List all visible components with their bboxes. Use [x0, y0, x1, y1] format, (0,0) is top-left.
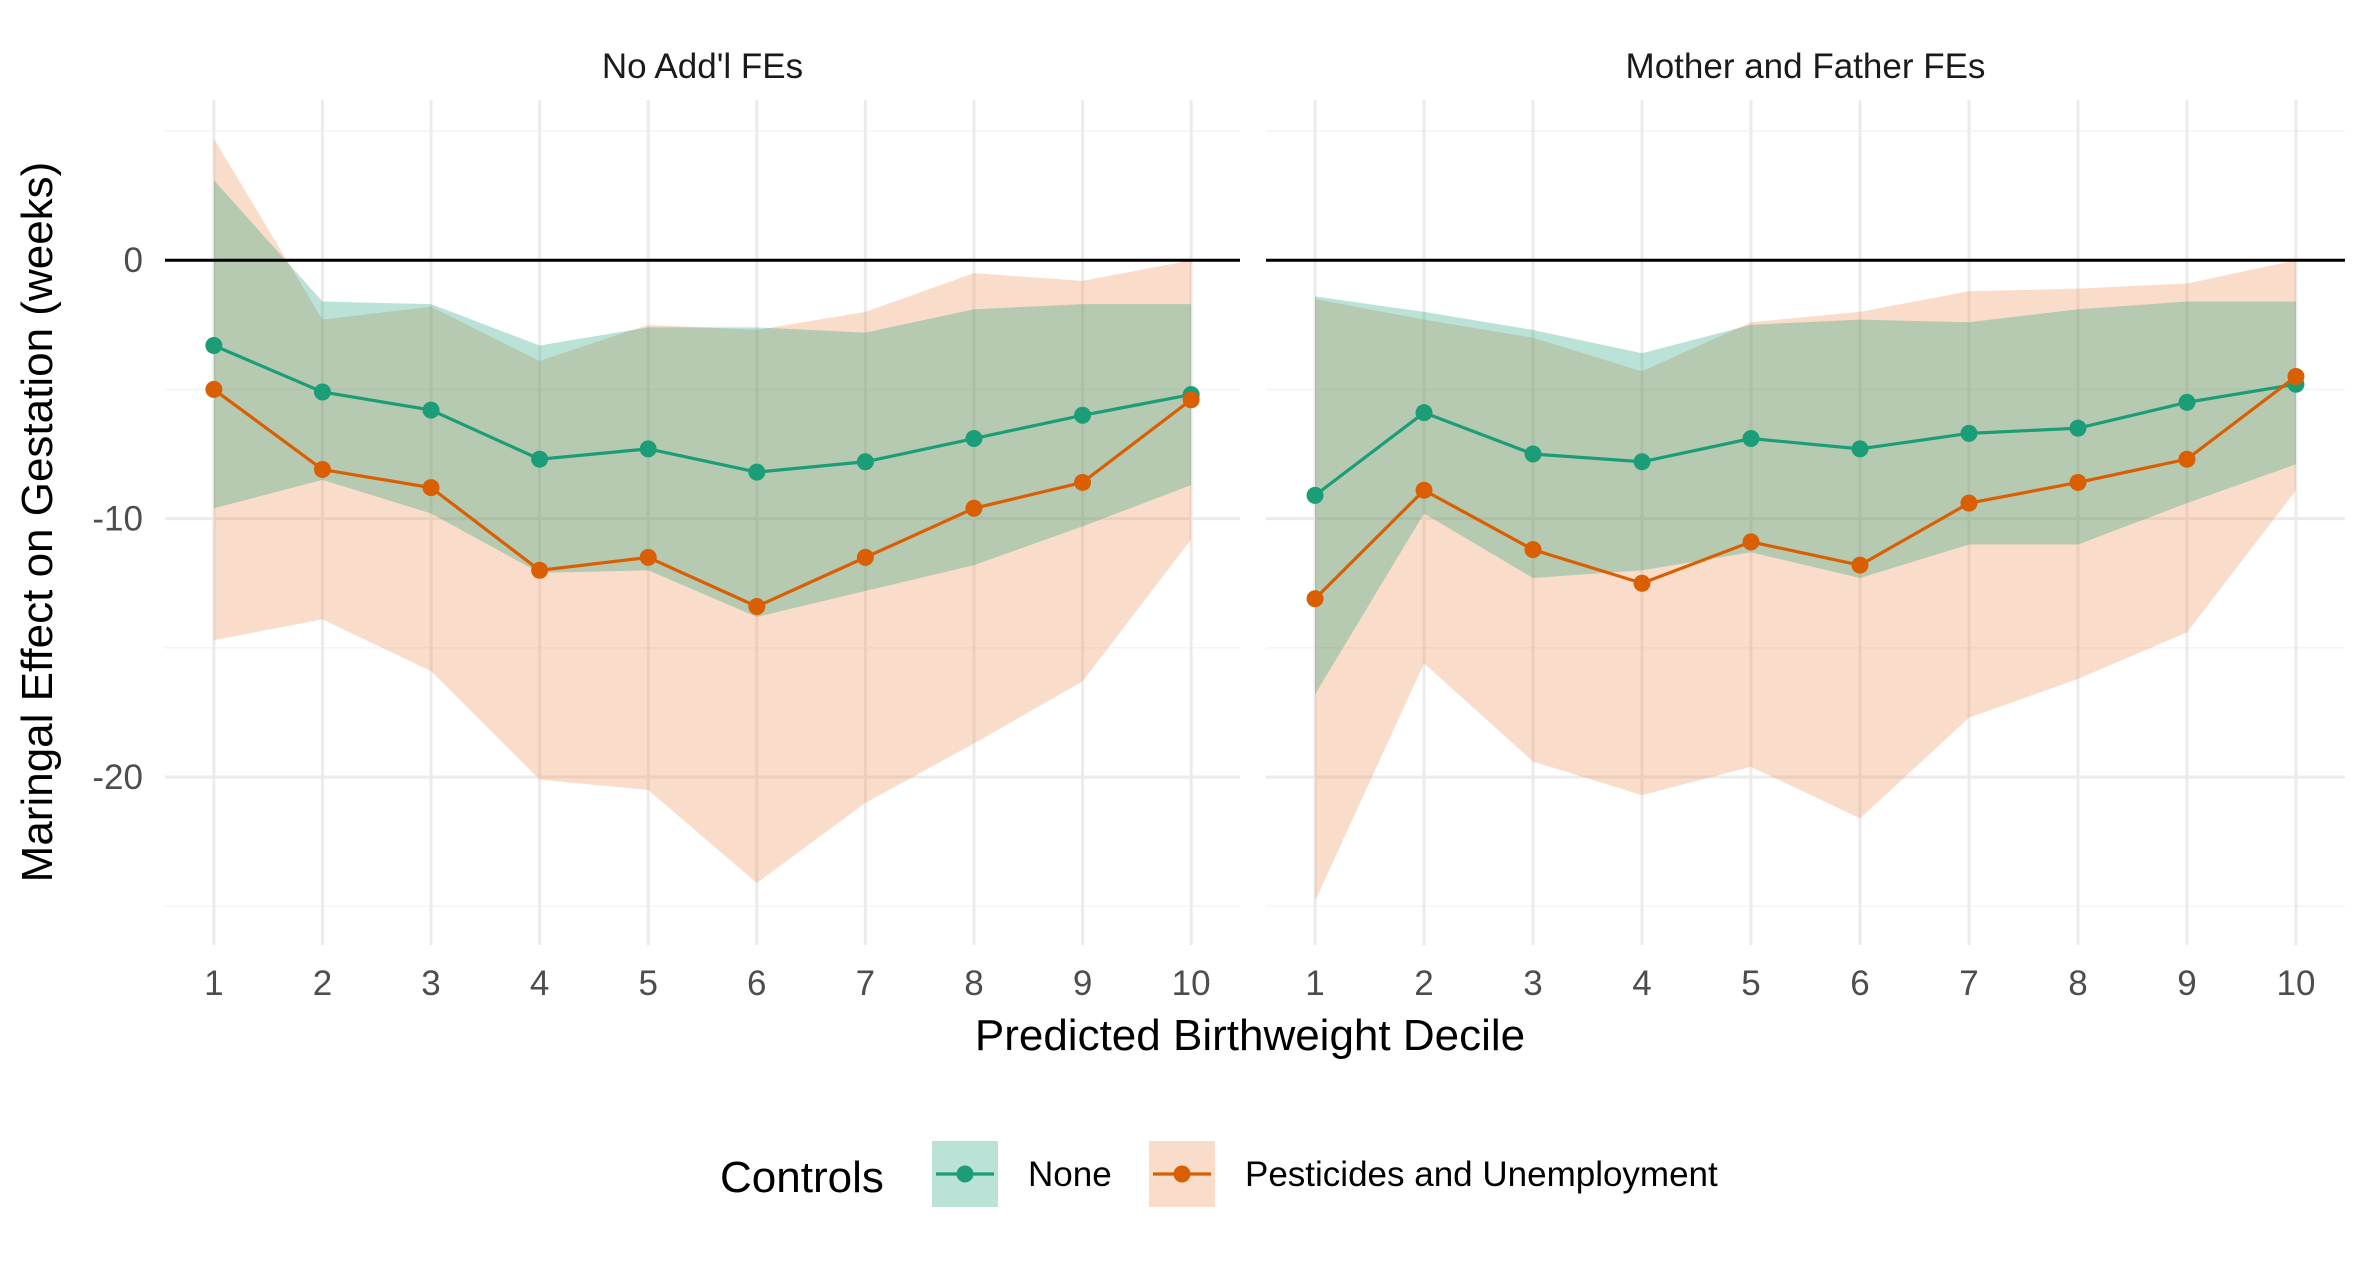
data-point-pesticides-and-unemployment [1415, 481, 1433, 499]
x-tick-label: 2 [1414, 964, 1433, 1003]
series-line-none [1314, 382, 2297, 497]
legend-key-pesticides-and-unemployment: Pesticides and Unemployment [1149, 1141, 1718, 1207]
x-tick-label: 7 [856, 964, 875, 1003]
data-point-pesticides-and-unemployment [1074, 473, 1092, 491]
data-point-none [856, 453, 874, 471]
legend-label: Pesticides and Unemployment [1245, 1155, 1718, 1194]
data-point-pesticides-and-unemployment [422, 479, 440, 497]
x-tick-label: 1 [204, 964, 223, 1003]
data-point-pesticides-and-unemployment [205, 380, 223, 398]
data-point-pesticides-and-unemployment [856, 548, 874, 566]
x-tick-label: 10 [2276, 964, 2315, 1003]
y-tick-label: 0 [124, 241, 143, 280]
data-point-pesticides-and-unemployment [2287, 367, 2305, 385]
x-tick-label: 5 [1741, 964, 1760, 1003]
data-point-none [1742, 430, 1760, 448]
data-point-none [1415, 404, 1433, 422]
x-tick-label: 3 [421, 964, 440, 1003]
data-point-none [2178, 393, 2196, 411]
legend: Controls None Pesticides and Unemployment [720, 1141, 1718, 1207]
data-point-pesticides-and-unemployment [1306, 590, 1324, 608]
x-tick-label: 2 [313, 964, 332, 1003]
data-point-pesticides-and-unemployment [531, 561, 549, 579]
legend-point [956, 1165, 974, 1183]
data-point-pesticides-and-unemployment [1960, 494, 1978, 512]
data-point-none [313, 383, 331, 401]
confidence-band-pesticides-and-unemployment [213, 138, 1192, 883]
series-line-pesticides-and-unemployment [212, 388, 1193, 609]
panel-1: No Add'l FEs 1 2 3 4 5 6 7 8 9 10 [165, 47, 1240, 1003]
data-point-pesticides-and-unemployment [2069, 473, 2087, 491]
data-point-pesticides-and-unemployment [639, 548, 657, 566]
x-tick-label: 8 [2068, 964, 2087, 1003]
y-tick-label: -20 [92, 758, 143, 797]
x-tick-label: 9 [2177, 964, 2196, 1003]
panel-title: No Add'l FEs [602, 47, 803, 86]
data-point-none [1524, 445, 1542, 463]
legend-label: None [1028, 1155, 1112, 1194]
x-tick-label: 4 [1632, 964, 1651, 1003]
x-tick-label: 4 [530, 964, 549, 1003]
data-point-pesticides-and-unemployment [1633, 574, 1651, 592]
data-point-pesticides-and-unemployment [1182, 391, 1200, 409]
data-point-none [422, 401, 440, 419]
panel-2: Mother and Father FEs 1 2 3 4 5 6 7 8 9 10 [1266, 47, 2345, 1003]
data-point-pesticides-and-unemployment [1851, 556, 1869, 574]
x-tick-label: 5 [638, 964, 657, 1003]
legend-point [1173, 1165, 1191, 1183]
confidence-band-none [1315, 296, 2296, 695]
data-point-none [205, 336, 223, 354]
y-axis-title: Maringal Effect on Gestation (weeks) [13, 162, 62, 883]
x-tick-label: 6 [1850, 964, 1869, 1003]
data-point-none [1851, 440, 1869, 458]
data-point-pesticides-and-unemployment [1742, 533, 1760, 551]
data-point-none [1633, 453, 1651, 471]
x-tick-label: 8 [964, 964, 983, 1003]
data-point-pesticides-and-unemployment [965, 499, 983, 517]
data-point-pesticides-and-unemployment [2178, 450, 2196, 468]
x-tick-label: 9 [1073, 964, 1092, 1003]
x-tick-label: 7 [1959, 964, 1978, 1003]
x-tick-label: 6 [747, 964, 766, 1003]
x-tick-label: 3 [1523, 964, 1542, 1003]
legend-key-none: None [932, 1141, 1112, 1207]
data-point-pesticides-and-unemployment [313, 461, 331, 479]
data-point-none [748, 463, 766, 481]
data-point-pesticides-and-unemployment [1524, 541, 1542, 559]
data-point-none [1306, 486, 1324, 504]
legend-title: Controls [720, 1153, 884, 1202]
confidence-band-pesticides-and-unemployment [1315, 260, 2296, 902]
y-tick-label: -10 [92, 500, 143, 539]
panel-title: Mother and Father FEs [1626, 47, 1986, 86]
x-tick-label: 10 [1172, 964, 1211, 1003]
data-point-none [2069, 419, 2087, 437]
data-point-none [639, 440, 657, 458]
data-point-pesticides-and-unemployment [748, 597, 766, 615]
x-tick-label: 1 [1305, 964, 1324, 1003]
x-axis-title: Predicted Birthweight Decile [975, 1011, 1525, 1060]
data-point-none [1074, 406, 1092, 424]
data-point-none [965, 430, 983, 448]
data-point-none [1960, 424, 1978, 442]
series-line-none [213, 344, 1192, 474]
data-point-none [531, 450, 549, 468]
series-line-pesticides-and-unemployment [1313, 375, 2297, 600]
